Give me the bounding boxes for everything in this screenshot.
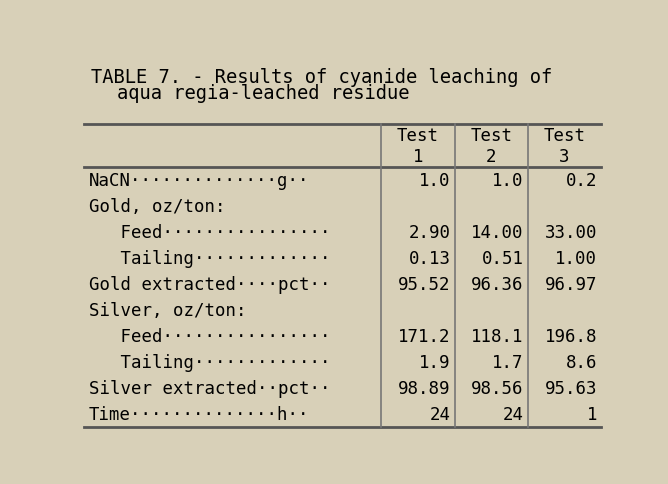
Text: 95.63: 95.63	[544, 379, 597, 397]
Text: Test: Test	[544, 127, 586, 145]
Text: NaCN··············g··: NaCN··············g··	[89, 172, 309, 190]
Text: 0.13: 0.13	[408, 250, 450, 268]
Text: 1.7: 1.7	[492, 353, 524, 371]
Text: 1.00: 1.00	[555, 250, 597, 268]
Text: Tailing·············: Tailing·············	[89, 353, 330, 371]
Text: Time··············h··: Time··············h··	[89, 405, 309, 423]
Text: 24: 24	[430, 405, 450, 423]
Text: 171.2: 171.2	[398, 327, 450, 346]
Text: 96.36: 96.36	[471, 275, 524, 294]
Text: Test: Test	[397, 127, 439, 145]
Text: 2.90: 2.90	[408, 224, 450, 242]
Text: Feed················: Feed················	[89, 224, 330, 242]
Text: 8.6: 8.6	[566, 353, 597, 371]
Text: 1.0: 1.0	[492, 172, 524, 190]
Text: 33.00: 33.00	[544, 224, 597, 242]
Text: 98.89: 98.89	[398, 379, 450, 397]
Text: 1: 1	[413, 148, 423, 166]
Text: 96.97: 96.97	[544, 275, 597, 294]
Text: 0.2: 0.2	[566, 172, 597, 190]
Text: 118.1: 118.1	[471, 327, 524, 346]
Text: aqua regia-leached residue: aqua regia-leached residue	[117, 84, 409, 103]
Text: Feed················: Feed················	[89, 327, 330, 346]
Text: 98.56: 98.56	[471, 379, 524, 397]
Text: Silver, oz/ton:: Silver, oz/ton:	[89, 302, 246, 319]
Text: Gold, oz/ton:: Gold, oz/ton:	[89, 198, 225, 216]
Text: 2: 2	[486, 148, 496, 166]
Text: TABLE 7. - Results of cyanide leaching of: TABLE 7. - Results of cyanide leaching o…	[92, 67, 552, 86]
Text: 3: 3	[559, 148, 570, 166]
Text: 1: 1	[587, 405, 597, 423]
Text: Gold extracted····pct··: Gold extracted····pct··	[89, 275, 330, 294]
Text: 95.52: 95.52	[398, 275, 450, 294]
Text: 0.51: 0.51	[482, 250, 524, 268]
Text: Test: Test	[470, 127, 512, 145]
Text: Tailing·············: Tailing·············	[89, 250, 330, 268]
Text: 14.00: 14.00	[471, 224, 524, 242]
Text: Silver extracted··pct··: Silver extracted··pct··	[89, 379, 330, 397]
Text: 1.0: 1.0	[419, 172, 450, 190]
Text: 196.8: 196.8	[544, 327, 597, 346]
Text: 1.9: 1.9	[419, 353, 450, 371]
Text: 24: 24	[503, 405, 524, 423]
